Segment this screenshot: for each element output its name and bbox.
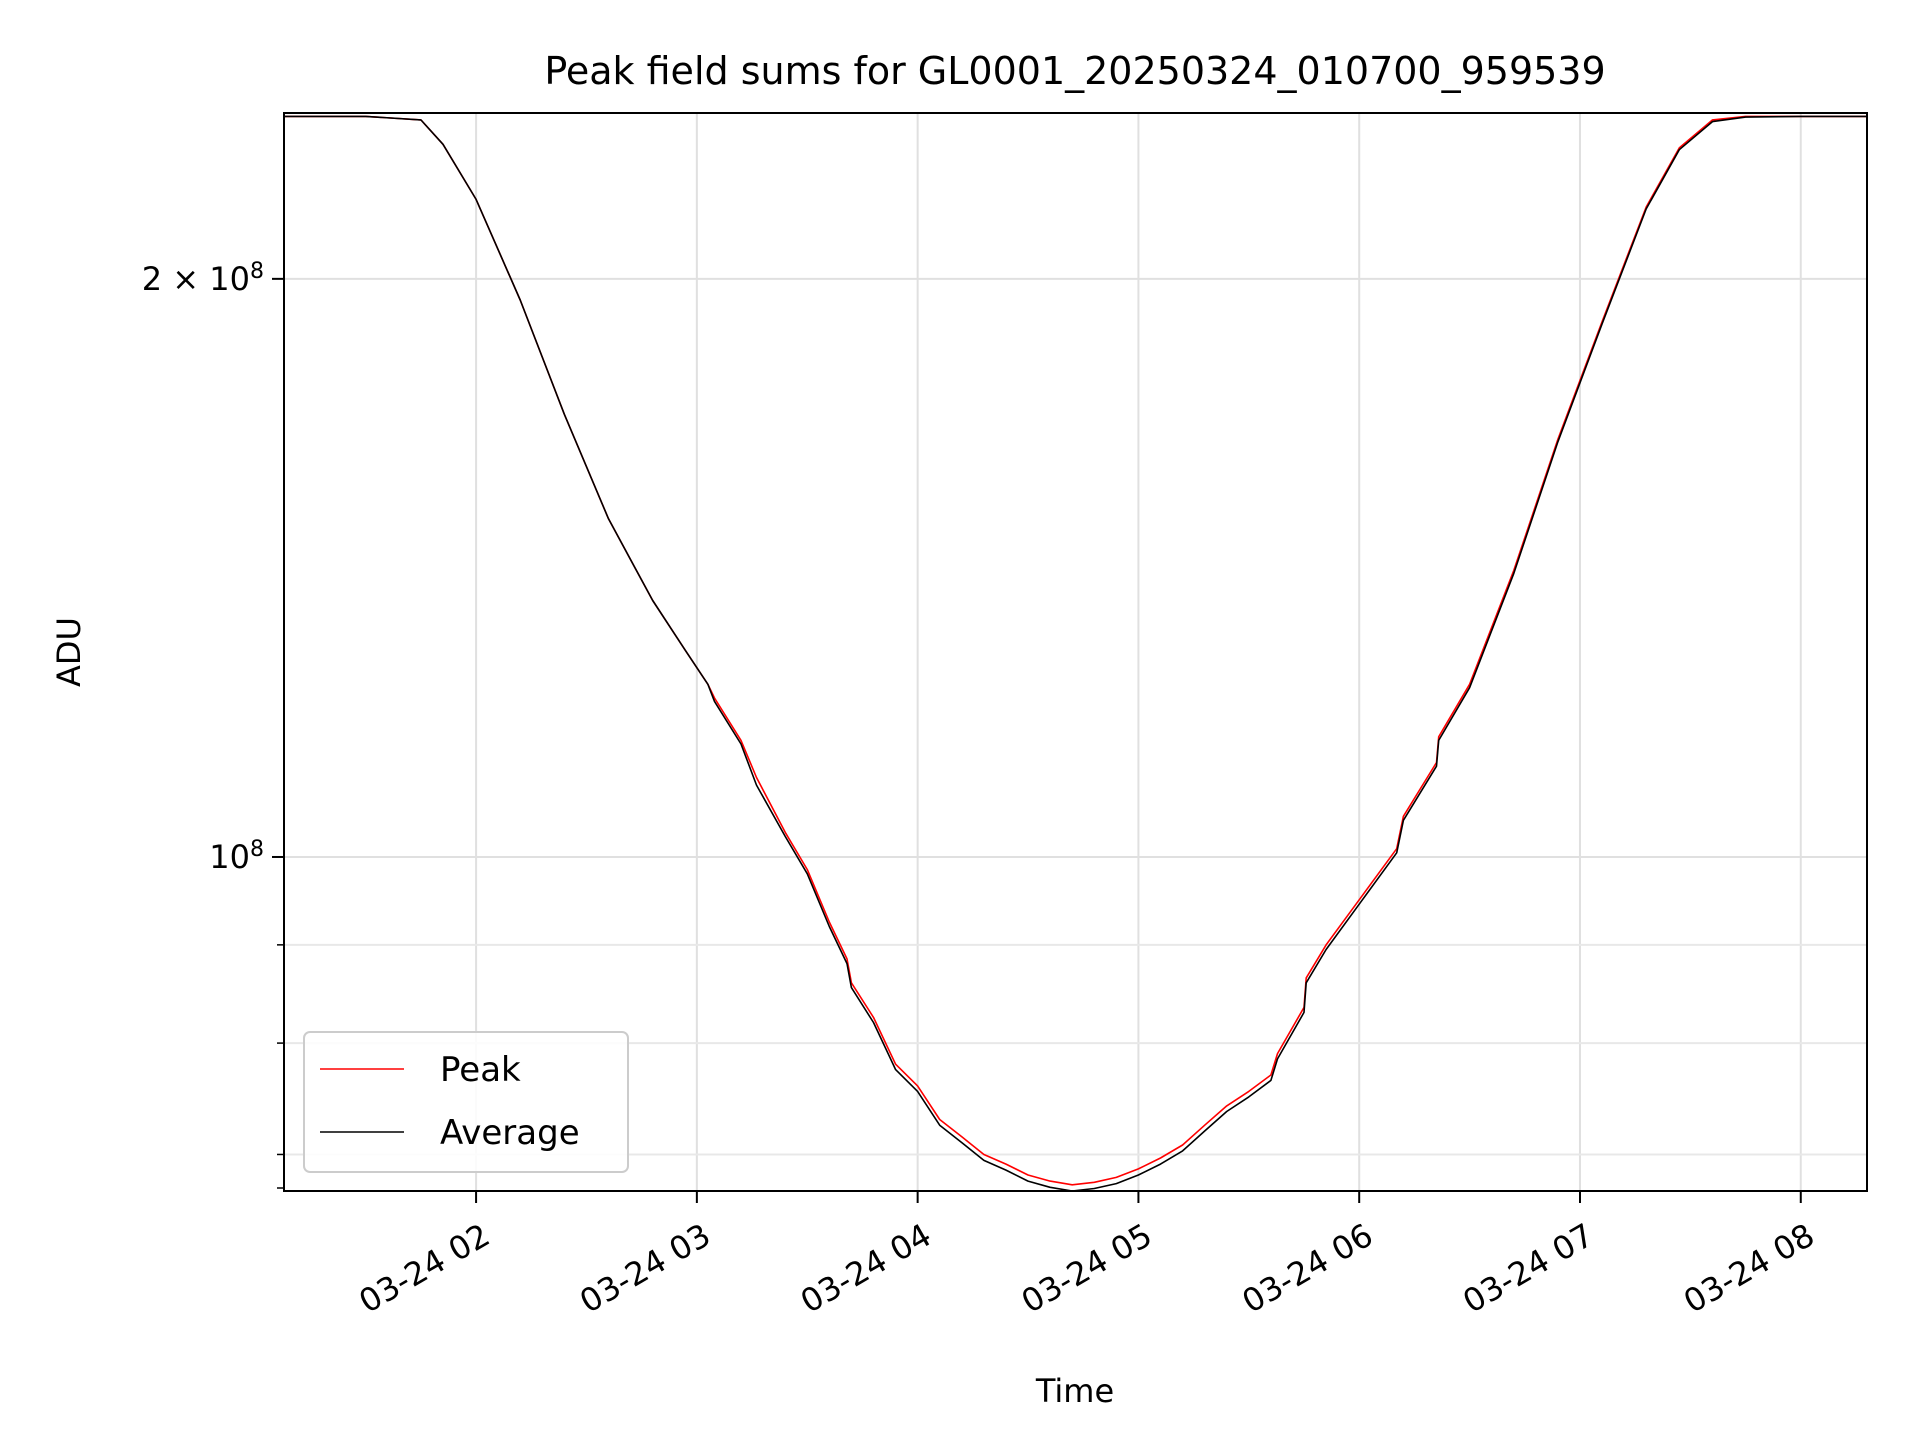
x-tick-label: 03-24 06 <box>1236 1216 1380 1321</box>
legend: Peak Average <box>303 1031 629 1173</box>
plot-background <box>284 113 1867 1191</box>
plot-area <box>283 112 1868 1192</box>
x-axis: 03-24 02 03-24 03 03-24 04 03-24 05 03-24 06… <box>352 1191 1821 1321</box>
x-tick-label: 03-24 07 <box>1456 1216 1600 1321</box>
legend-peak-label: Peak <box>440 1050 521 1090</box>
y-tick-label: 2 × 108 <box>142 258 264 298</box>
x-tick-label: 03-24 02 <box>352 1216 496 1321</box>
x-tick-label: 03-24 04 <box>794 1216 938 1321</box>
plot-frame <box>283 112 1868 1192</box>
legend-box <box>303 1031 629 1173</box>
x-tick-label: 03-24 08 <box>1677 1216 1821 1321</box>
y-axis: 108 2 × 108 <box>142 258 284 1189</box>
chart-title: Peak field sums for GL0001_20250324_0107… <box>544 49 1605 93</box>
x-tick-label: 03-24 05 <box>1015 1216 1159 1321</box>
y-axis-label: ADU <box>50 617 88 687</box>
legend-average-label: Average <box>440 1113 580 1153</box>
x-axis-label: Time <box>1035 1372 1114 1410</box>
x-tick-label: 03-24 03 <box>573 1216 717 1321</box>
y-tick-label: 108 <box>209 836 264 876</box>
